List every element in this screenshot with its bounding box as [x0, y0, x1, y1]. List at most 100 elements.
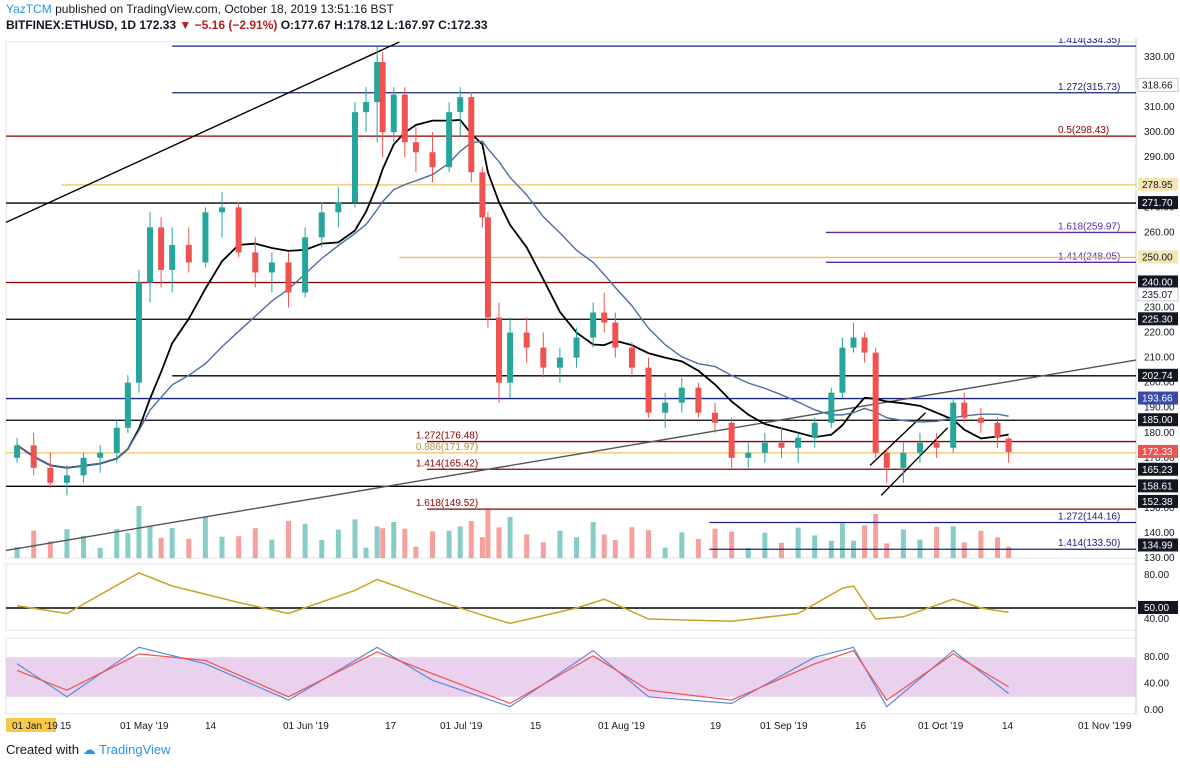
candle-body	[540, 347, 547, 368]
volume-bar	[695, 539, 701, 558]
y-tick-label: 200.00	[1144, 378, 1175, 389]
volume-bar	[873, 514, 879, 558]
x-tick-label: 19	[710, 721, 722, 732]
candle	[590, 302, 597, 348]
y-tick-label: 210.00	[1144, 353, 1175, 364]
volume-bar	[319, 540, 325, 558]
price-tag	[1138, 391, 1178, 405]
candle	[811, 417, 818, 448]
tradingview-brand[interactable]: TradingView	[99, 742, 171, 757]
volume-bar	[169, 528, 175, 558]
price-tag	[1138, 494, 1178, 508]
candle-body	[446, 112, 453, 168]
y-tick-label: 150.00	[1144, 503, 1175, 514]
volume-bar	[457, 526, 463, 558]
rsi-tick-label: 40.00	[1144, 614, 1169, 625]
volume-bar	[31, 530, 37, 558]
candle-body	[573, 337, 580, 358]
candle	[662, 392, 669, 428]
x-tick-label: 01 Jul '19	[440, 721, 483, 732]
candle	[977, 407, 984, 433]
price-tag-label: 235.07	[1142, 290, 1173, 301]
moving-average-100	[16, 119, 1009, 469]
candle	[961, 392, 968, 423]
candle	[712, 402, 719, 433]
candle	[235, 202, 242, 258]
candle-body	[97, 452, 104, 458]
candle-body	[351, 112, 358, 203]
candle-body	[429, 152, 436, 168]
candle-body	[302, 237, 309, 293]
volume-bar	[402, 528, 408, 558]
price-chart[interactable]: 1.414(334.35) 1.272(315.73) 0.5(298.43) 1.6…	[0, 38, 1180, 736]
candle	[63, 465, 70, 496]
candle-body	[113, 427, 120, 453]
candle-body	[484, 217, 491, 318]
volume-bar	[252, 528, 258, 558]
volume-bar	[679, 532, 685, 558]
candle	[351, 102, 358, 208]
candle-body	[1005, 438, 1012, 452]
price-tag	[1138, 462, 1178, 476]
volume-bar	[114, 529, 120, 558]
volume-bar	[795, 527, 801, 558]
volume-bar	[446, 530, 452, 558]
level-label: 1.272(176.48)	[416, 431, 478, 442]
stoch-tick-label: 40.00	[1144, 679, 1169, 690]
candle	[933, 432, 940, 458]
candle-body	[335, 202, 342, 213]
x-tick-label: 17	[385, 721, 397, 732]
volume-bar	[202, 517, 208, 558]
candle-body	[601, 312, 608, 323]
candle-body	[728, 422, 735, 458]
candle-body	[47, 467, 54, 483]
volume-bar	[374, 526, 380, 558]
y-tick-label: 330.00	[1144, 52, 1175, 63]
y-tick-label: 180.00	[1144, 428, 1175, 439]
candle	[507, 317, 514, 398]
volume-bar	[524, 534, 530, 558]
price-tag-label: 193.66	[1142, 394, 1173, 405]
candle	[80, 452, 87, 483]
candle	[678, 377, 685, 413]
tradingview-logo-icon[interactable]: ☁	[82, 742, 96, 757]
price-change: −5.16 (−2.91%)	[194, 18, 278, 32]
candle-body	[468, 97, 475, 173]
candle	[872, 347, 879, 458]
x-tick-label: 01 Oct '19	[918, 721, 964, 732]
volume-bar	[286, 520, 291, 558]
candle	[135, 269, 142, 393]
level-label: 1.414(133.50)	[1058, 538, 1120, 549]
candle-body	[678, 387, 685, 403]
volume-bar	[961, 542, 967, 558]
candle-body	[745, 452, 752, 458]
volume-bar	[413, 546, 419, 558]
candle-body	[390, 94, 397, 133]
candle-body	[523, 332, 530, 348]
x-tick-label: 14	[1002, 721, 1014, 732]
level-label: 1.618(259.97)	[1058, 221, 1120, 232]
x-tick-label: 9	[1126, 721, 1132, 732]
price-tag-label: 134.99	[1142, 541, 1173, 552]
candle-body	[495, 317, 502, 383]
symbol-name: BITFINEX:ETHUSD, 1D	[6, 18, 137, 32]
stoch-band	[6, 657, 1136, 697]
volume-bar	[978, 530, 984, 558]
candle-body	[950, 402, 957, 448]
publisher-name[interactable]: YazTCM	[6, 2, 52, 16]
symbol-info: BITFINEX:ETHUSD, 1D 172.33 ▼ −5.16 (−2.9…	[6, 18, 488, 32]
volume-bar	[507, 517, 513, 558]
candle-body	[412, 142, 419, 153]
candle	[302, 227, 309, 298]
candles	[14, 47, 1012, 496]
price-tag	[1138, 444, 1178, 458]
candle	[795, 432, 802, 463]
candle	[219, 192, 226, 238]
candle	[158, 217, 165, 288]
candle-body	[374, 62, 381, 103]
volume-bar	[574, 537, 580, 558]
candle-body	[80, 457, 87, 476]
main-pane	[5, 41, 1137, 559]
volume-bar	[363, 547, 369, 558]
volume-bar	[496, 527, 502, 558]
